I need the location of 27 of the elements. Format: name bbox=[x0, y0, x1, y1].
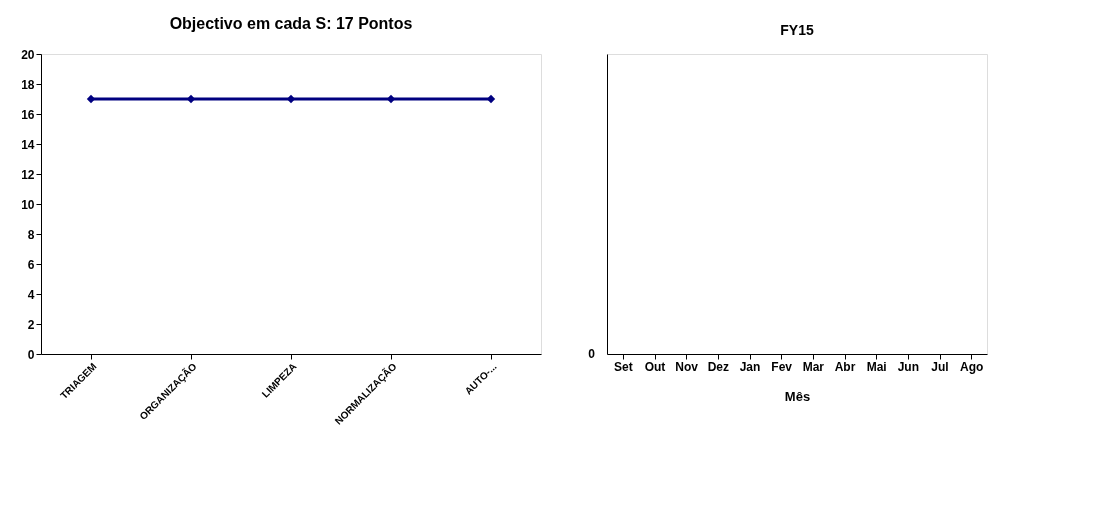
y-tick-label: 2 bbox=[27, 317, 35, 332]
y-tick-label: 6 bbox=[27, 257, 35, 272]
text: FY15 bbox=[780, 22, 814, 38]
category-label: Out bbox=[644, 359, 666, 374]
category-label: Ago bbox=[960, 359, 984, 374]
category-label: Jan bbox=[739, 359, 761, 374]
category-label: Nov bbox=[675, 359, 699, 374]
category-label: Set bbox=[613, 359, 633, 374]
y-tick-label: 14 bbox=[21, 137, 35, 152]
category-label: Dez bbox=[707, 359, 730, 374]
category-label: Fev bbox=[771, 359, 793, 374]
text: 0 bbox=[588, 347, 596, 361]
y-tick-label: 20 bbox=[21, 47, 35, 62]
text: Mês bbox=[784, 388, 811, 404]
category-label: Jul bbox=[931, 359, 949, 374]
category-label: Abr bbox=[834, 359, 856, 374]
category-label: Mai bbox=[866, 359, 887, 374]
y-tick-label: 8 bbox=[27, 227, 35, 242]
category-label: Mar bbox=[802, 359, 825, 374]
y-tick-label: 12 bbox=[21, 167, 35, 182]
y-tick-label: 0 bbox=[27, 347, 35, 362]
y-tick-label: 18 bbox=[21, 77, 35, 92]
y-tick-label: 4 bbox=[27, 287, 35, 302]
y-tick-label: 16 bbox=[21, 107, 35, 122]
chart-title: Objectivo em cada S: 17 Pontos bbox=[169, 15, 413, 32]
y-tick-label: 10 bbox=[21, 197, 35, 212]
category-label: Jun bbox=[897, 359, 920, 374]
